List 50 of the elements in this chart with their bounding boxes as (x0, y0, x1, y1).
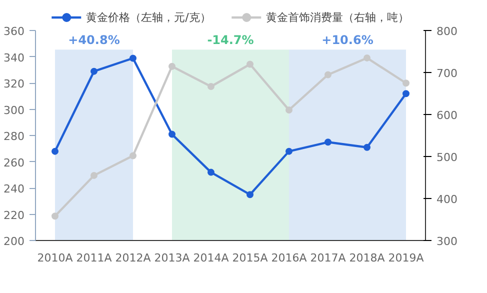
y2-tick-label: 500 (436, 151, 458, 164)
x-tick-label: 2019A (388, 252, 424, 264)
y-tick-label: 360 (4, 25, 25, 38)
band-label: +40.8% (68, 33, 120, 48)
point (208, 168, 214, 176)
point (324, 71, 332, 78)
band-label: +10.6% (322, 33, 374, 48)
point (286, 148, 292, 155)
y-tick-label: 280 (4, 130, 25, 144)
point (246, 191, 254, 198)
x-tick-label: 2012A (115, 252, 152, 264)
point (52, 148, 58, 155)
point (364, 54, 370, 62)
y-tick-label: 240 (4, 182, 25, 196)
y2-tick-label: 400 (436, 193, 458, 206)
x-tick-label: 2015A (232, 252, 268, 264)
x-tick-label: 2017A (310, 252, 346, 264)
point (364, 144, 370, 151)
point (130, 54, 136, 62)
point (90, 68, 98, 75)
y-tick-label: 260 (4, 156, 25, 170)
x-tick-label: 2013A (154, 252, 190, 264)
y2-tick-label: 800 (436, 25, 458, 38)
y-tick-label: 200 (4, 235, 25, 248)
x-tick-label: 2016A (271, 252, 308, 264)
x-tick-label: 2010A (37, 252, 74, 264)
point (402, 80, 410, 87)
point (90, 172, 98, 179)
point (324, 138, 332, 146)
point (246, 60, 254, 68)
y-tick-label: 300 (4, 104, 25, 117)
x-tick-label: 2018A (349, 252, 386, 264)
y2-tick-label: 700 (436, 67, 458, 80)
point (52, 212, 58, 220)
point (286, 106, 292, 114)
y-tick-label: 340 (4, 51, 25, 64)
y2-tick-label: 600 (436, 109, 458, 122)
legend-label: 黄金价格（左轴，元/克） (86, 10, 211, 24)
point (208, 82, 214, 90)
point (168, 130, 176, 138)
y-tick-label: 320 (4, 78, 25, 91)
y-tick-label: 220 (4, 208, 25, 222)
point (402, 90, 410, 98)
y2-tick-label: 300 (436, 235, 458, 248)
point (168, 62, 176, 70)
x-tick-label: 2011A (76, 252, 112, 264)
legend-label: 黄金首饰消费量（右轴，吨） (266, 10, 409, 24)
x-tick-label: 2014A (193, 252, 230, 264)
band-label: -14.7% (207, 33, 254, 48)
point (130, 152, 136, 160)
